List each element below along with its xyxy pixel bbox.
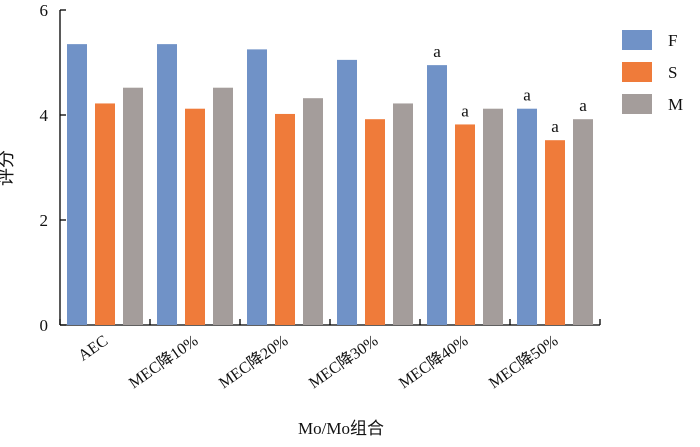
bar-F-3 (337, 59, 357, 325)
y-tick-label: 2 (40, 211, 49, 230)
significance-label: a (433, 42, 441, 61)
bar-F-4 (427, 65, 447, 325)
significance-label: a (551, 117, 559, 136)
bar-S-2 (275, 113, 295, 325)
legend-label-M: M (668, 95, 683, 114)
legend-label-F: F (668, 31, 677, 50)
x-tick-label: AEC (75, 332, 111, 364)
bar-S-3 (365, 119, 385, 325)
bar-S-4 (455, 124, 475, 325)
bar-F-5 (517, 108, 537, 325)
y-tick-label: 0 (40, 316, 49, 335)
bar-M-2 (303, 98, 323, 325)
x-tick-label: MEC降50% (485, 332, 561, 393)
bar-M-3 (393, 103, 413, 325)
x-axis-label: Mo/Mo组合 (298, 419, 384, 438)
legend-swatch-M (622, 94, 652, 114)
y-axis: 0 2 4 6 (40, 1, 66, 335)
bar-S-0 (95, 103, 115, 325)
bars-group (67, 44, 593, 325)
legend-label-S: S (668, 63, 677, 82)
bar-F-0 (67, 44, 87, 325)
annotations-group: a a a a a (433, 42, 587, 136)
bar-M-0 (123, 87, 143, 325)
bar-S-1 (185, 108, 205, 325)
bar-F-2 (247, 49, 267, 325)
bar-M-4 (483, 108, 503, 325)
legend-swatch-F (622, 30, 652, 50)
x-axis: AEC MEC降10% MEC降20% MEC降30% MEC降40% MEC降50% (59, 319, 601, 393)
bar-M-5 (573, 119, 593, 325)
significance-label: a (461, 101, 469, 120)
x-tick-label: MEC降20% (215, 332, 291, 393)
y-tick-label: 4 (40, 106, 49, 125)
x-tick-label: MEC降10% (125, 332, 201, 393)
legend: FSM (622, 30, 683, 114)
y-axis-label: 评分 (0, 150, 16, 186)
bar-S-5 (545, 140, 565, 325)
bar-F-1 (157, 44, 177, 325)
significance-label: a (523, 86, 531, 105)
legend-swatch-S (622, 62, 652, 82)
x-tick-label: MEC降30% (305, 332, 381, 393)
x-tick-label: MEC降40% (395, 332, 471, 393)
significance-label: a (579, 96, 587, 115)
y-tick-label: 6 (40, 1, 49, 20)
bar-M-1 (213, 87, 233, 325)
